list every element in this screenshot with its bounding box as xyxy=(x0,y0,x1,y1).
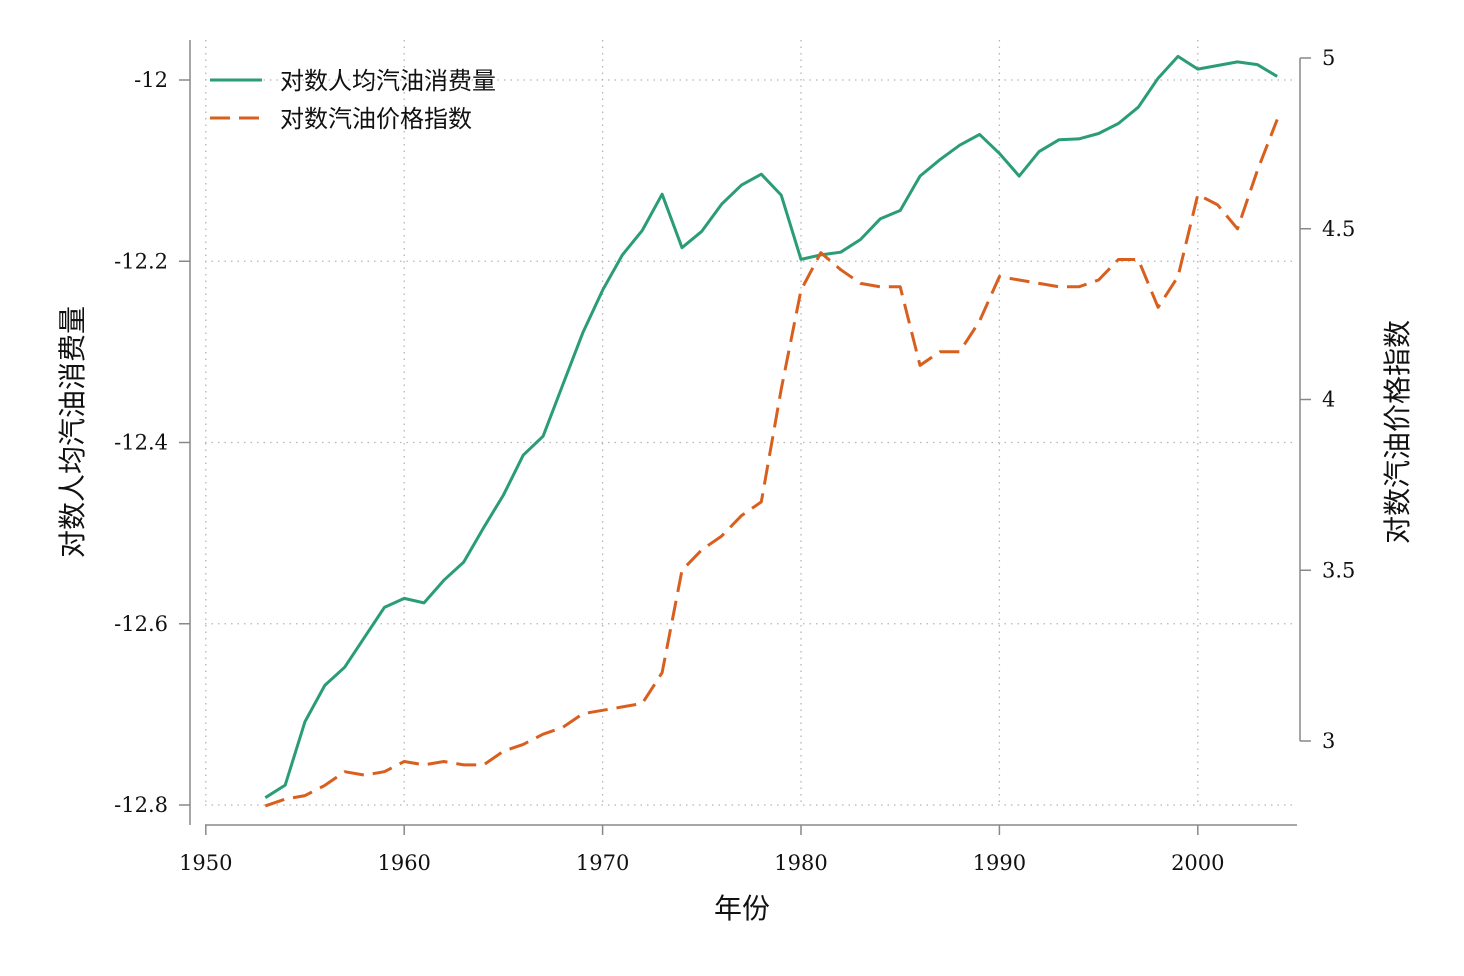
series-line-1 xyxy=(264,54,1278,799)
grid-layer xyxy=(205,40,1297,806)
axes-layer: 1950 1960 1970 1980 1990 2000 -12 -12.2 -12.4 -12… xyxy=(114,40,1355,875)
y-axis-left-title: 对数人均汽油消费量 xyxy=(56,306,89,558)
series-layer xyxy=(264,54,1279,808)
y-left-tick-label: -12 xyxy=(134,68,168,92)
x-tick-label: 1950 xyxy=(179,851,232,875)
x-tick-label: 1970 xyxy=(576,851,629,875)
y-left-tick-label: -12.6 xyxy=(114,612,168,636)
x-tick-label: 1990 xyxy=(973,851,1026,875)
legend-label: 对数汽油价格指数 xyxy=(280,105,472,133)
x-tick-label: 1960 xyxy=(377,851,430,875)
y-right-tick-label: 3 xyxy=(1322,729,1335,753)
legend-label: 对数人均汽油消费量 xyxy=(280,67,496,95)
y-left-tick-label: -12.4 xyxy=(114,431,168,455)
y-axis-right-title: 对数汽油价格指数 xyxy=(1381,320,1414,544)
y-right-tick-label: 4.5 xyxy=(1322,217,1355,241)
y-right-tick-label: 3.5 xyxy=(1322,558,1355,582)
series-line-2 xyxy=(264,118,1279,808)
y-left-tick-label: -12.8 xyxy=(114,793,168,817)
x-tick-label: 1980 xyxy=(774,851,827,875)
x-tick-label: 2000 xyxy=(1171,851,1224,875)
x-axis-title: 年份 xyxy=(714,892,770,925)
y-right-tick-label: 5 xyxy=(1322,46,1335,70)
y-right-tick-label: 4 xyxy=(1322,388,1335,412)
y-left-tick-label: -12.2 xyxy=(114,249,168,273)
